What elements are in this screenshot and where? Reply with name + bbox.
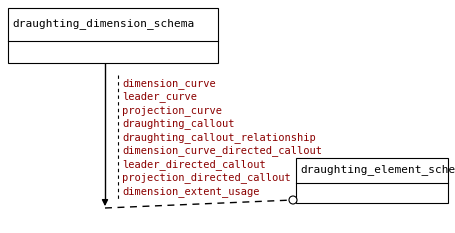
Bar (8, 8, 218, 63)
Text: draughting_dimension_schema: draughting_dimension_schema (12, 18, 194, 29)
Text: projection_curve: projection_curve (122, 105, 222, 116)
Text: leader_curve: leader_curve (122, 92, 197, 103)
Text: draughting_element_schema: draughting_element_schema (300, 164, 455, 175)
Text: dimension_curve: dimension_curve (122, 78, 216, 89)
Bar (296, 158, 448, 203)
Text: dimension_curve_directed_callout: dimension_curve_directed_callout (122, 145, 322, 156)
Text: draughting_callout_relationship: draughting_callout_relationship (122, 132, 316, 143)
Text: draughting_callout: draughting_callout (122, 119, 234, 129)
Text: leader_directed_callout: leader_directed_callout (122, 159, 266, 170)
Circle shape (289, 196, 297, 204)
Text: dimension_extent_usage: dimension_extent_usage (122, 186, 259, 197)
Text: projection_directed_callout: projection_directed_callout (122, 172, 291, 183)
